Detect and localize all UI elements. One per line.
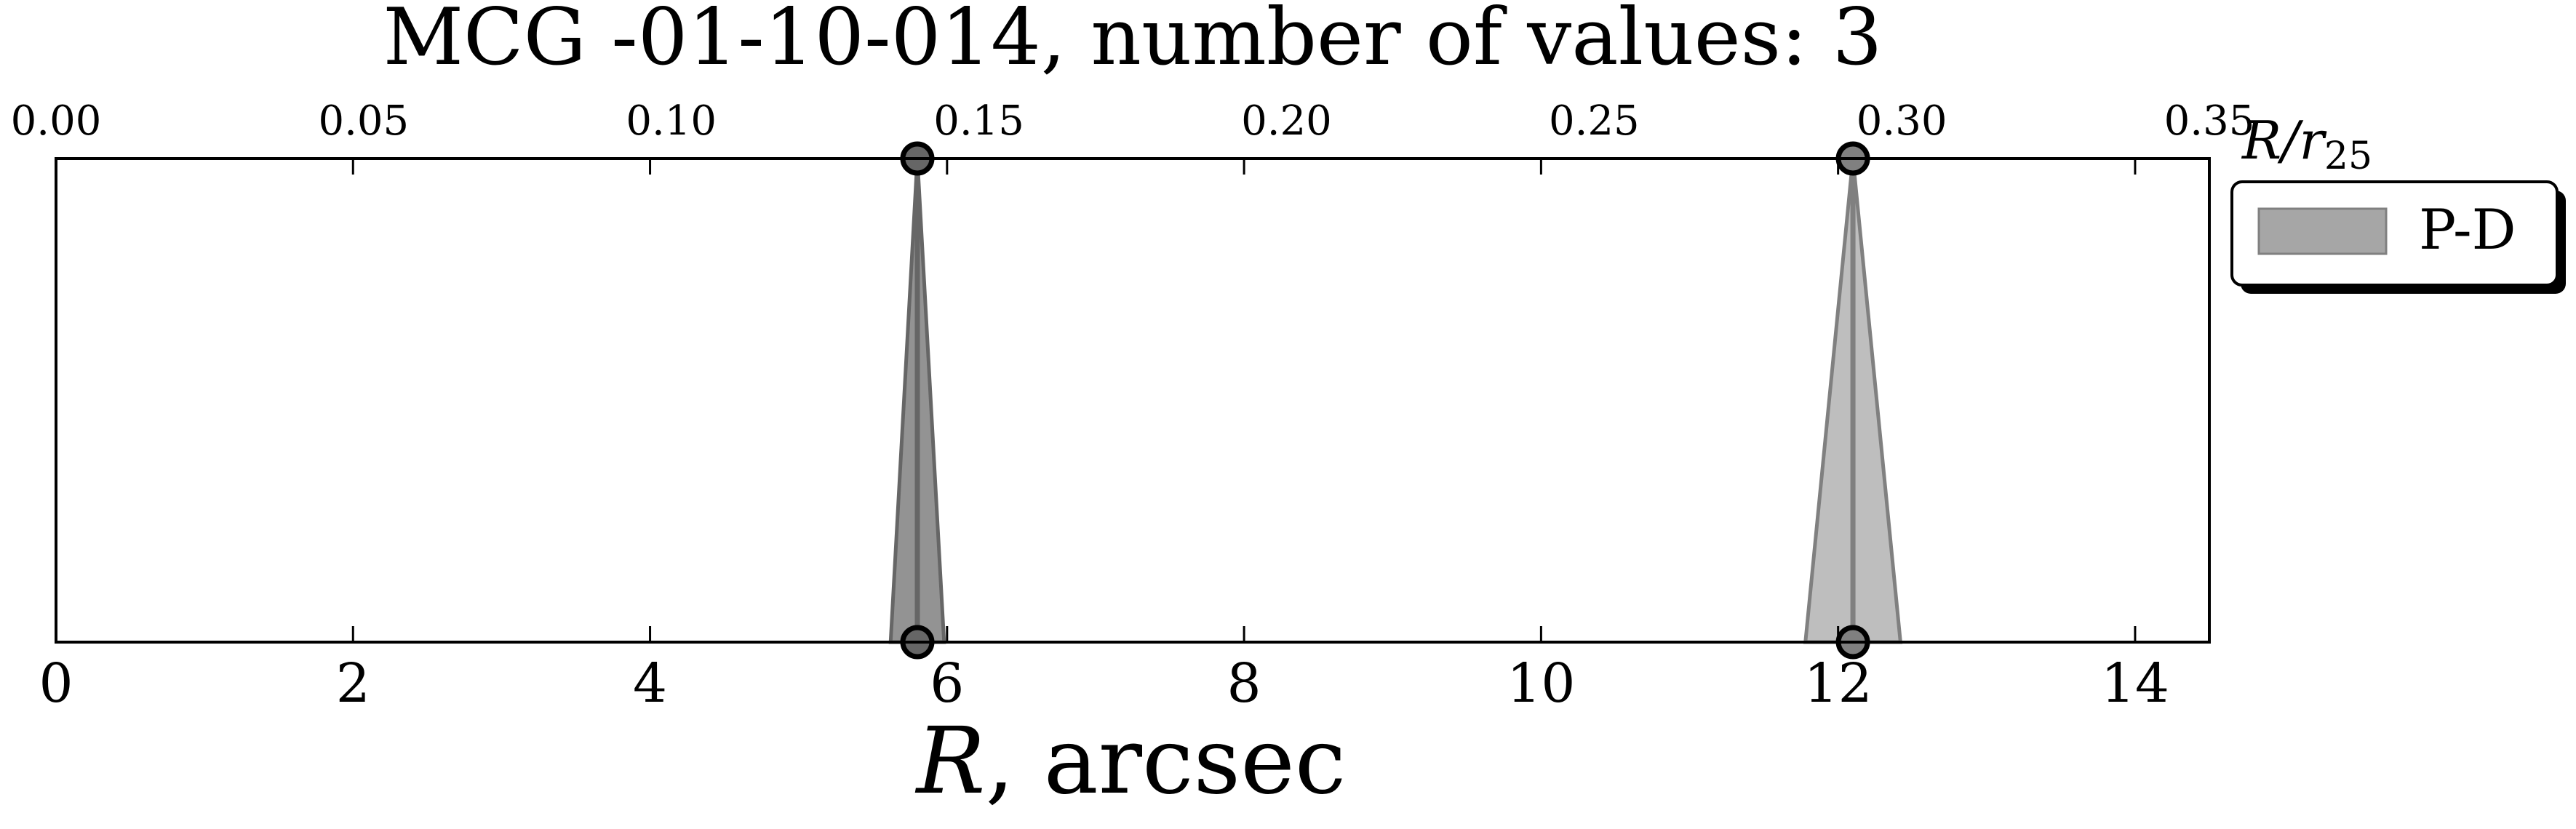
top-tick-label: 0.00: [11, 97, 102, 145]
legend-swatch: [2257, 207, 2388, 255]
legend-label: P-D: [2419, 197, 2516, 262]
top-tick-label: 0.10: [626, 97, 717, 145]
chart-title: MCG -01-10-014, number of values: 3: [383, 0, 1882, 83]
data-peaks: [888, 141, 1903, 660]
top-axis-label-var: R/r: [2241, 110, 2326, 171]
top-tick-label: 0.25: [1549, 97, 1640, 145]
x-tick-label: 6: [930, 652, 964, 715]
plot-frame: [55, 157, 2211, 644]
top-tick-label: 0.30: [1857, 97, 1947, 145]
top-axis-label: R/r25: [2241, 110, 2372, 178]
top-tick-label: 0.20: [1241, 97, 1332, 145]
x-tick-label: 10: [1507, 652, 1575, 715]
top-tick-label: 0.35: [2164, 97, 2255, 145]
x-axis-label-unit: , arcsec: [986, 708, 1347, 814]
top-tick-label: 0.05: [319, 97, 410, 145]
legend: P-D: [2230, 180, 2566, 294]
top-axis: 0.00 0.05 0.10 0.15 0.20 0.25 0.30 0.35: [11, 97, 2255, 145]
top-tick-label: 0.15: [933, 97, 1024, 145]
x-tick-label: 8: [1227, 652, 1261, 715]
x-tick-label: 2: [336, 652, 370, 715]
x-tick-label: 12: [1804, 652, 1873, 715]
x-tick-label: 14: [2101, 652, 2169, 715]
top-axis-label-sub: 25: [2324, 135, 2372, 178]
x-axis-label-var: R: [915, 708, 986, 814]
x-tick-label: 0: [39, 652, 73, 715]
bottom-axis: 0 2 4 6 8 10 12 14: [39, 159, 2169, 715]
x-tick-label: 4: [633, 652, 667, 715]
x-axis-label: R, arcsec: [915, 708, 1347, 814]
